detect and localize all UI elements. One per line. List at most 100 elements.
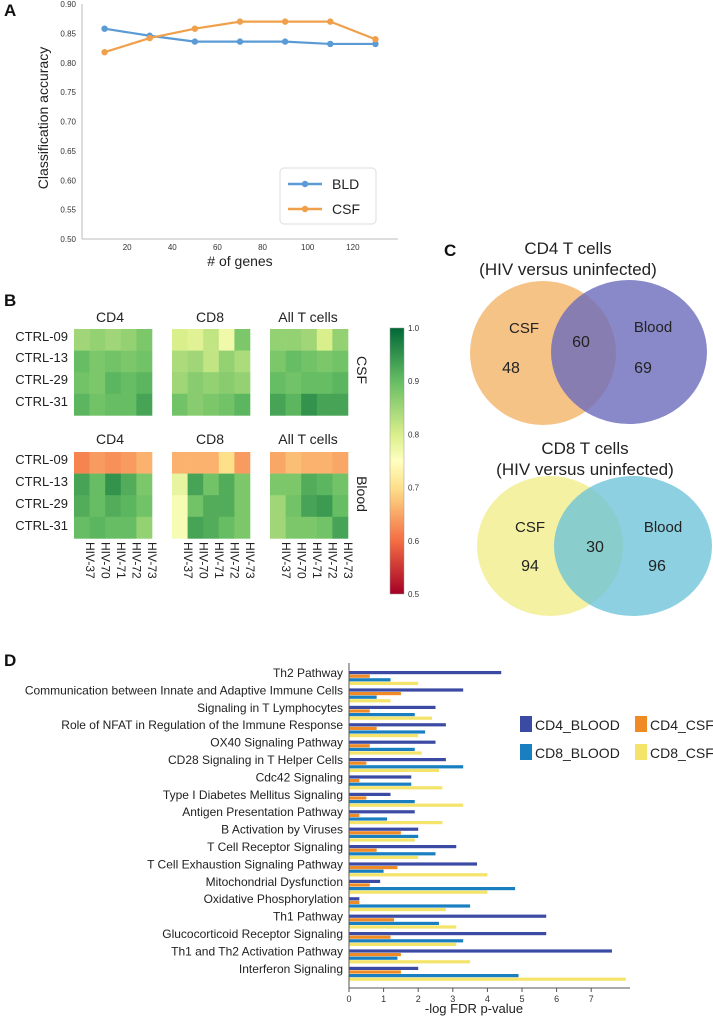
category-label-7: Type I Diabetes Mellitus Signaling xyxy=(163,788,343,802)
panel-a-point-csf-6 xyxy=(372,36,379,43)
bar-cd4_blood-1 xyxy=(349,688,464,692)
panel-d-x-tick-label-3: 3 xyxy=(450,994,455,1004)
heatmap-cell-csf-2-3-2 xyxy=(301,393,318,416)
heatmap-cell-blood-2-1-1 xyxy=(285,473,302,496)
heatmap-column-label-2-2: HIV-71 xyxy=(310,542,324,579)
bar-cd8_blood-17 xyxy=(349,974,519,978)
heatmap-blood-title-cd4: CD4 xyxy=(96,431,124,447)
panel-a-line-csf xyxy=(104,20,376,54)
bar-cd8_csf-3 xyxy=(349,734,419,738)
heatmap-cell-csf-1-3-0 xyxy=(172,393,188,416)
heatmap-cell-blood-2-0-1 xyxy=(285,452,302,474)
bar-cd4_csf-4 xyxy=(349,744,370,748)
heatmap-cell-csf-2-1-4 xyxy=(332,350,349,373)
category-label-6: Cdc42 Signaling xyxy=(256,770,343,784)
venn-cd8-blood-label: Blood xyxy=(644,519,682,536)
heatmap-cell-csf-1-0-1 xyxy=(187,329,204,351)
bar-cd4_blood-14 xyxy=(349,914,547,918)
panel-a-point-bld-2 xyxy=(191,38,199,45)
heatmap-csf-title-cd8: CD8 xyxy=(196,309,224,325)
heatmap-cell-csf-0-0-1 xyxy=(89,329,106,351)
bar-cd8_csf-10 xyxy=(349,855,419,859)
bar-cd8_csf-17 xyxy=(349,977,626,981)
heatmap-cell-csf-2-1-1 xyxy=(285,350,302,373)
panel-b-cell-group xyxy=(74,329,349,539)
legend-label-cd4-blood: CD4_BLOOD xyxy=(535,717,620,733)
heatmap-blood-row-label-0: CTRL-09 xyxy=(15,452,68,467)
bar-cd8_csf-1 xyxy=(349,699,391,703)
heatmap-cell-blood-2-0-0 xyxy=(270,452,286,474)
heatmap-cell-csf-1-2-2 xyxy=(203,372,220,395)
category-label-5: CD28 Signaling in T Helper Cells xyxy=(168,753,343,767)
category-label-9: B Activation by Viruses xyxy=(221,823,343,837)
heatmap-cell-csf-1-3-3 xyxy=(218,393,235,416)
heatmap-cell-blood-0-3-4 xyxy=(136,516,153,539)
bar-cd4_blood-3 xyxy=(349,723,446,727)
panel-b-column-labels: HIV-37 HIV-70 HIV-71 HIV-72 HIV-73 HIV-37 HIV-… xyxy=(83,542,355,579)
venn-cd4-blood-label: Blood xyxy=(634,319,672,336)
panel-a-x-label: # of genes xyxy=(207,253,272,269)
heatmap-cell-csf-1-2-3 xyxy=(218,372,235,395)
panel-a-y-tick-label-0: 0.50 xyxy=(60,235,76,244)
heatmap-cell-blood-1-0-0 xyxy=(172,452,188,474)
panel-a-legend-box xyxy=(279,167,377,225)
bar-cd4_blood-6 xyxy=(349,775,412,779)
panel-d-x-tick-label-2: 2 xyxy=(416,994,421,1004)
panel-a-point-csf-0 xyxy=(101,48,108,56)
panel-a-legend-label-bld: BLD xyxy=(332,176,359,192)
heatmap-cell-csf-1-1-0 xyxy=(172,350,188,373)
heatmap-cell-blood-2-0-4 xyxy=(332,452,349,474)
heatmap-cell-csf-2-1-3 xyxy=(316,350,333,373)
legend-label-cd8-csf: CD8_CSF xyxy=(650,745,713,761)
heatmap-csf-row-label-1: CTRL-13 xyxy=(15,350,68,365)
bar-cd8_blood-2 xyxy=(349,713,415,717)
venn-cd4-right-count: 69 xyxy=(634,360,652,377)
heatmap-cell-blood-1-2-0 xyxy=(172,495,188,518)
heatmap-column-label-1-0: HIV-37 xyxy=(181,542,195,579)
panel-a-y-label: Classification accuracy xyxy=(35,47,51,189)
heatmap-cell-blood-0-0-0 xyxy=(74,452,90,474)
panel-a-x-tick-label-1: 40 xyxy=(168,243,177,252)
panel-a-y-tick-label-3: 0.65 xyxy=(60,147,76,156)
panel-a-x-tick-label-3: 80 xyxy=(258,243,267,252)
venn-cd8-left-count: 94 xyxy=(521,558,539,575)
venn-cd8-overlap-count: 30 xyxy=(586,539,604,556)
panel-letter-d: D xyxy=(4,651,16,670)
bar-cd4_csf-15 xyxy=(349,935,391,939)
panel-b-heatmaps: CD4 CD8 All T cells CD4 CD8 All T cells … xyxy=(15,309,419,599)
heatmap-cell-blood-2-1-2 xyxy=(301,473,318,496)
bar-cd8_csf-6 xyxy=(349,786,443,790)
heatmap-cell-blood-0-2-3 xyxy=(120,495,137,518)
heatmap-blood-row-label-3: CTRL-31 xyxy=(15,518,68,533)
category-label-0: Th2 Pathway xyxy=(273,666,343,680)
category-label-14: Th1 Pathway xyxy=(273,910,343,924)
category-label-16: Th1 and Th2 Activation Pathway xyxy=(171,944,343,958)
heatmap-cell-csf-1-0-2 xyxy=(203,329,220,351)
heatmap-cell-blood-0-2-4 xyxy=(136,495,153,518)
heatmap-cell-csf-2-1-0 xyxy=(270,350,286,373)
heatmap-cell-csf-0-2-1 xyxy=(89,372,106,395)
bar-cd8_csf-2 xyxy=(349,716,433,720)
heatmap-cell-blood-0-3-2 xyxy=(105,516,122,539)
bar-cd8_csf-9 xyxy=(349,838,415,842)
bar-cd4_blood-4 xyxy=(349,740,436,744)
bar-cd4_blood-12 xyxy=(349,879,381,883)
panel-d-x-tick-label-0: 0 xyxy=(346,994,351,1004)
heatmap-cell-blood-2-3-1 xyxy=(285,516,302,539)
heatmap-cell-csf-1-1-3 xyxy=(218,350,235,373)
bar-cd4_csf-8 xyxy=(349,813,360,817)
heatmap-cell-blood-1-2-3 xyxy=(218,495,235,518)
heatmap-column-label-0-2: HIV-71 xyxy=(114,542,128,579)
heatmap-cell-blood-0-2-0 xyxy=(74,495,90,518)
panel-a-point-bld-4 xyxy=(281,38,289,45)
panel-d-x-tick-label-5: 5 xyxy=(519,994,524,1004)
panel-d-x-label: -log FDR p-value xyxy=(425,1001,523,1016)
bar-cd8_blood-3 xyxy=(349,730,426,734)
heatmap-cell-csf-0-2-3 xyxy=(120,372,137,395)
panel-letter-b: B xyxy=(4,291,16,310)
bar-cd4_csf-9 xyxy=(349,831,401,835)
bar-cd4_blood-5 xyxy=(349,758,446,762)
colorbar-tick-label-4: 0.6 xyxy=(408,537,420,546)
panel-a-y-tick-label-7: 0.85 xyxy=(60,29,76,38)
